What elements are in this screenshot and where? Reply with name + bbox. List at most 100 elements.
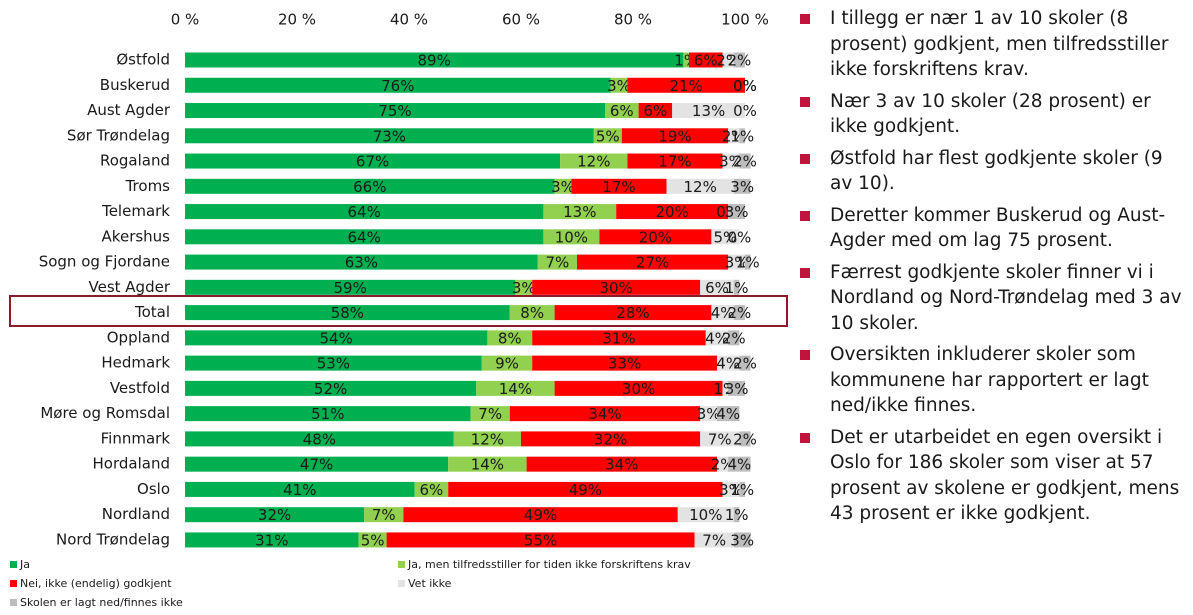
data-label: 13% (692, 102, 725, 120)
data-label: 4% (711, 304, 735, 322)
data-label: 59% (334, 279, 367, 297)
bar-segment (717, 456, 729, 472)
bar-segment (185, 305, 510, 321)
bar-segment (577, 254, 729, 270)
bar-segment (711, 229, 740, 245)
data-label: 12% (471, 430, 504, 448)
bar-segment (739, 431, 751, 447)
data-label: 12% (577, 153, 610, 171)
data-label: 10% (555, 228, 588, 246)
bar-segment (733, 279, 740, 295)
data-label: 7% (546, 254, 570, 272)
x-tick-label: 60 % (502, 11, 540, 29)
data-label: 89% (418, 52, 451, 70)
data-label: 3% (551, 178, 575, 196)
bar-segment (185, 52, 684, 68)
data-label: 49% (524, 506, 557, 524)
bar-segment (700, 279, 734, 295)
bar-segment (666, 178, 734, 194)
bullet: I tillegg er nær 1 av 10 skoler (8 prose… (800, 6, 1185, 83)
bar-segment (554, 380, 723, 396)
bar-segment (722, 153, 740, 169)
data-label: 1% (730, 481, 754, 499)
category-label: Troms (125, 177, 171, 195)
bar-segment (739, 481, 745, 497)
data-label: 27% (636, 254, 669, 272)
bar-segment (509, 406, 701, 422)
bar-segment (532, 330, 706, 346)
bar-segment (745, 254, 751, 270)
bullet: Det er utarbeidet en egen oversikt i Osl… (800, 425, 1185, 527)
bar-segment (560, 153, 628, 169)
bar-segment (700, 431, 740, 447)
data-label: 1% (725, 506, 749, 524)
bar-segment (532, 355, 717, 371)
bar-segment (185, 406, 471, 422)
bar-segment (185, 153, 561, 169)
data-label: 58% (331, 304, 364, 322)
legend-label: Skolen er lagt ned/finnes ikke (20, 596, 183, 609)
bullet: Østfold har flest godkjente skoler (9 av… (800, 146, 1185, 197)
bar-segment (722, 481, 740, 497)
data-label: 55% (524, 531, 557, 549)
category-label: Østfold (116, 51, 170, 69)
x-tick-label: 20 % (278, 11, 316, 29)
legend-label: Vet ikke (408, 577, 452, 590)
bar-segment (515, 279, 533, 295)
category-label: Oslo (137, 480, 170, 498)
bar-segment (599, 229, 712, 245)
bar-segment (728, 456, 751, 472)
bar-segment (733, 178, 751, 194)
data-label: 3% (719, 153, 743, 171)
bar-segment (470, 406, 510, 422)
data-label: 3% (725, 254, 749, 272)
data-label: 32% (594, 430, 627, 448)
bar-segment (728, 380, 745, 396)
data-label: 31% (255, 531, 288, 549)
data-label: 75% (378, 102, 411, 120)
data-label: 21% (670, 77, 703, 95)
bar-segment (403, 507, 678, 523)
data-label: 30% (600, 279, 633, 297)
data-label: 6% (610, 102, 634, 120)
data-label: 51% (311, 405, 344, 423)
bar-segment (689, 52, 723, 68)
bar-segment (728, 254, 745, 270)
data-label: 0% (733, 77, 757, 95)
data-label: 10% (689, 506, 722, 524)
bar-segment (728, 330, 740, 346)
data-label: 73% (373, 127, 406, 145)
bar-segment (185, 532, 359, 548)
data-label: 2% (733, 355, 757, 373)
bar-segment (739, 355, 751, 371)
data-label: 32% (258, 506, 291, 524)
bar-segment (476, 380, 555, 396)
data-label: 63% (345, 254, 378, 272)
data-label: 76% (381, 77, 414, 95)
legend-swatch (10, 599, 17, 606)
data-label: 67% (356, 153, 389, 171)
data-label: 41% (283, 481, 316, 499)
category-label: Vestfold (110, 379, 170, 397)
data-label: 64% (348, 203, 381, 221)
bullet: Oversikten inkluderer skoler som kommune… (800, 342, 1185, 419)
data-label: 3% (725, 203, 749, 221)
data-label: 3% (607, 77, 631, 95)
bar-segment (722, 380, 729, 396)
data-label: 3% (512, 279, 536, 297)
data-label: 17% (602, 178, 635, 196)
data-label: 0% (733, 102, 757, 120)
data-label: 5% (596, 127, 620, 145)
bar-segment (185, 254, 538, 270)
data-label: 6% (694, 52, 718, 70)
bar-segment (610, 77, 628, 93)
category-label: Total (134, 303, 170, 321)
data-label: 31% (602, 329, 635, 347)
data-label: 4% (716, 405, 740, 423)
bar-segment (448, 481, 723, 497)
bar-segment (627, 77, 745, 93)
data-label: 64% (348, 228, 381, 246)
bar-segment (185, 77, 611, 93)
bar-segment (593, 128, 622, 144)
